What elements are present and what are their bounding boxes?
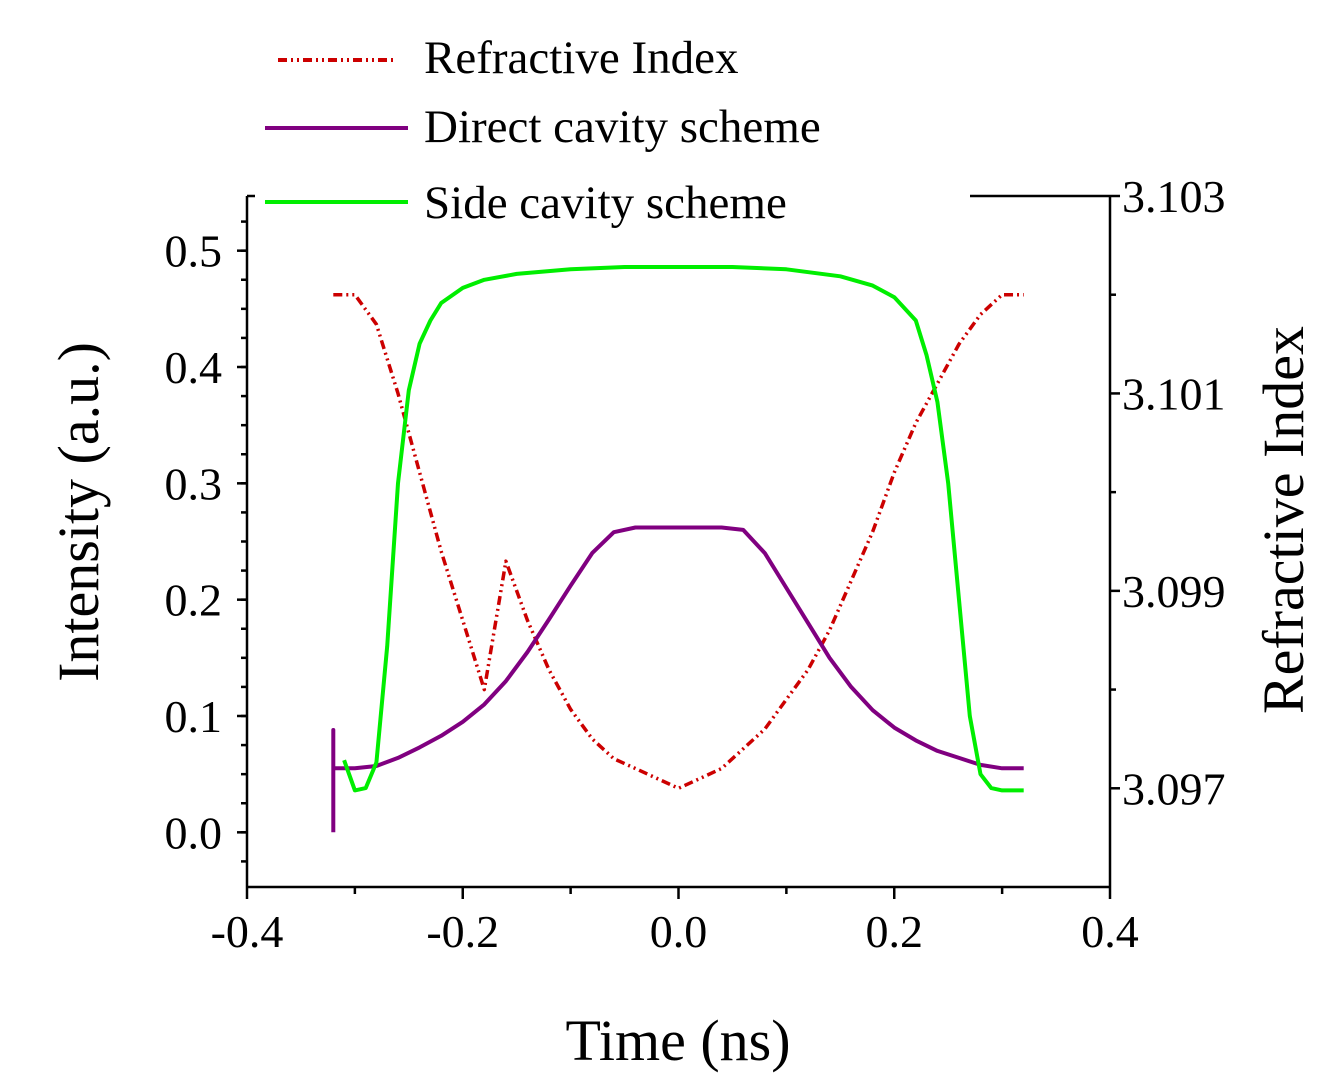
- x-tick-label: 0.0: [650, 906, 708, 957]
- y-tick-label: 0.5: [165, 226, 223, 277]
- y-tick-label: 0.0: [165, 807, 223, 858]
- y2-tick-label: 3.103: [1122, 171, 1226, 222]
- y-tick-label: 0.1: [165, 691, 223, 742]
- y-tick-label: 0.3: [165, 458, 223, 509]
- series-line-side-cavity-scheme: [342, 265, 1024, 793]
- x-tick-label: -0.4: [211, 906, 284, 957]
- legend-label-refractive-index: Refractive Index: [424, 32, 738, 84]
- y2-tick-label: 3.097: [1122, 763, 1226, 814]
- y-tick-label: 0.2: [165, 575, 223, 626]
- x-tick-label: 0.2: [866, 906, 924, 957]
- y2-tick-label: 3.099: [1122, 566, 1226, 617]
- legend-label-direct-cavity: Direct cavity scheme: [424, 101, 821, 153]
- legend-label-side-cavity: Side cavity scheme: [424, 177, 787, 229]
- series-layer: [331, 265, 1024, 833]
- y2-tick-label: 3.101: [1122, 368, 1226, 419]
- plot-area: [247, 196, 1110, 887]
- series-line-direct-cavity-scheme: [331, 525, 1024, 833]
- x-tick-label: -0.2: [426, 906, 499, 957]
- x-axis-title: Time (ns): [565, 1008, 790, 1073]
- tick-layer: -0.4 -0.2 0.0 0.2 0.4 0.0 0.1 0.2 0.3 0.4 0.5 3.097…: [165, 171, 1226, 957]
- legend: Refractive Index Direct cavity scheme Si…: [255, 18, 970, 240]
- x-tick-label: 0.4: [1081, 906, 1139, 957]
- y2-axis-title: Refractive Index: [1251, 326, 1316, 714]
- y-tick-label: 0.4: [165, 342, 223, 393]
- y-axis-title: Intensity (a.u.): [46, 342, 111, 682]
